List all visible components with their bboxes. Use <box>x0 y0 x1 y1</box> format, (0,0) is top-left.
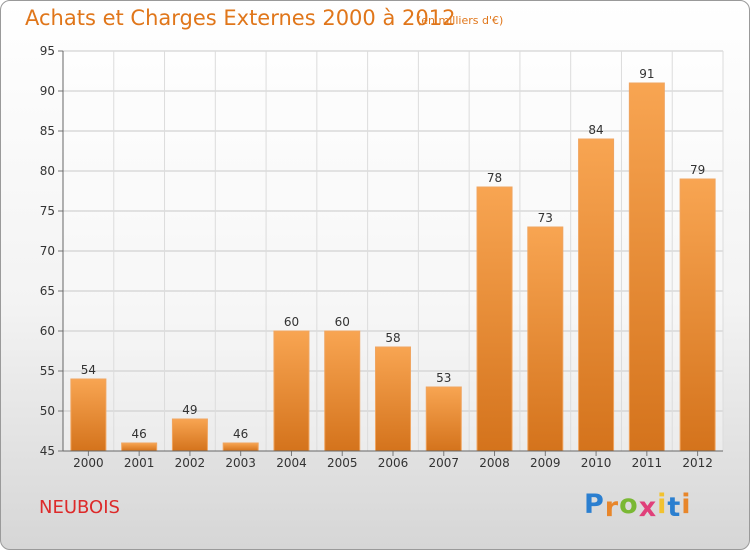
x-tick-label: 2009 <box>530 456 561 470</box>
bar-2011 <box>628 82 665 452</box>
bar-value-label: 54 <box>81 363 96 377</box>
bar-2004 <box>273 330 310 452</box>
commune-name: NEUBOIS <box>39 497 120 518</box>
y-tick-label: 65 <box>40 284 55 298</box>
x-tick-label: 2007 <box>428 456 459 470</box>
bar-2007 <box>425 386 462 452</box>
logo-letter: i <box>681 489 692 520</box>
bar-value-label: 60 <box>335 315 350 329</box>
y-tick-label: 80 <box>40 164 55 178</box>
bar-value-label: 78 <box>487 171 502 185</box>
x-tick-label: 2006 <box>378 456 409 470</box>
bar-2002 <box>171 418 208 452</box>
logo-letter: t <box>667 492 682 523</box>
bar-value-label: 79 <box>690 163 705 177</box>
proxiti-logo: Proxiti <box>584 489 692 523</box>
bar-2008 <box>476 186 513 452</box>
bar-value-label: 91 <box>639 67 654 81</box>
y-tick-label: 95 <box>40 44 55 58</box>
x-tick-label: 2008 <box>479 456 510 470</box>
bar-2010 <box>578 138 615 452</box>
bar-2005 <box>324 330 361 452</box>
logo-letter: P <box>584 489 605 520</box>
axis-layer: 45 50 55 60 65 70 75 80 85 90 95 2000 2001 2002 2003 20… <box>40 44 723 470</box>
y-tick-label: 90 <box>40 84 55 98</box>
bar-value-label: 53 <box>436 371 451 385</box>
bar-value-label: 58 <box>385 331 400 345</box>
bar-2009 <box>527 226 564 452</box>
x-tick-label: 2002 <box>175 456 206 470</box>
bar-2012 <box>679 178 716 452</box>
bar-2001 <box>121 442 158 452</box>
logo-letter: x <box>638 492 658 523</box>
bar-value-label: 60 <box>284 315 299 329</box>
y-tick-label: 50 <box>40 404 55 418</box>
x-tick-label: 2003 <box>225 456 256 470</box>
y-tick-label: 45 <box>40 444 55 458</box>
bar-value-label: 84 <box>588 123 603 137</box>
x-tick-label: 2005 <box>327 456 358 470</box>
x-tick-label: 2011 <box>632 456 663 470</box>
y-tick-label: 70 <box>40 244 55 258</box>
logo-letter: o <box>619 489 639 520</box>
bars-layer: 54 46 49 46 60 60 58 53 78 73 84 91 79 <box>70 67 716 452</box>
bar-2003 <box>222 442 259 452</box>
bar-value-label: 49 <box>182 403 197 417</box>
y-tick-label: 55 <box>40 364 55 378</box>
y-tick-label: 60 <box>40 324 55 338</box>
y-tick-label: 75 <box>40 204 55 218</box>
bar-value-label: 46 <box>132 427 147 441</box>
bar-value-label: 73 <box>538 211 553 225</box>
logo-letter: i <box>657 489 668 520</box>
x-tick-label: 2001 <box>124 456 155 470</box>
bar-2006 <box>375 346 411 452</box>
x-tick-label: 2010 <box>581 456 612 470</box>
x-tick-label: 2004 <box>276 456 307 470</box>
x-tick-label: 2000 <box>73 456 104 470</box>
logo-letter: r <box>604 492 620 523</box>
y-tick-label: 85 <box>40 124 55 138</box>
bar-2000 <box>70 378 107 452</box>
bar-value-label: 46 <box>233 427 248 441</box>
chart-title: Achats et Charges Externes 2000 à 2012 <box>25 6 456 30</box>
chart-subtitle: (en milliers d'€) <box>417 14 504 27</box>
x-tick-label: 2012 <box>682 456 713 470</box>
